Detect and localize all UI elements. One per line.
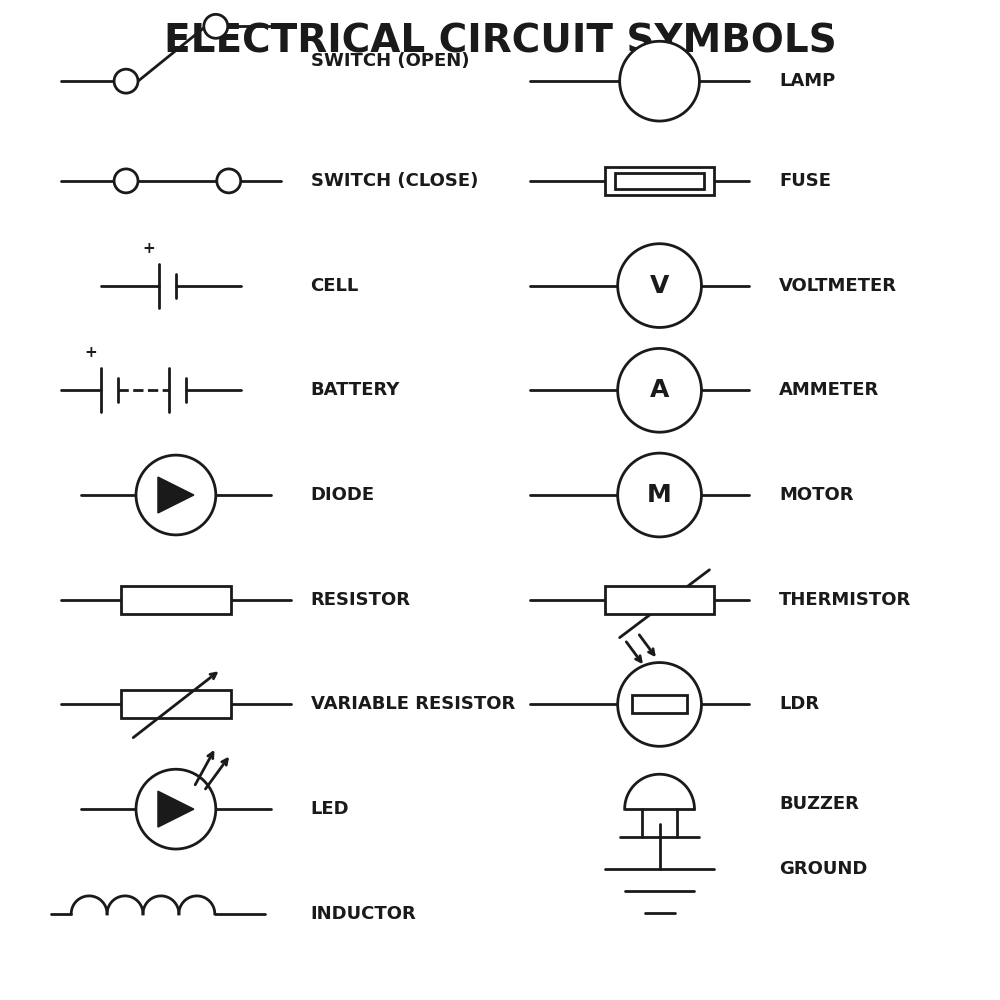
- Circle shape: [618, 453, 701, 537]
- Text: LDR: LDR: [779, 695, 819, 713]
- Text: SWITCH (OPEN): SWITCH (OPEN): [311, 52, 469, 70]
- Polygon shape: [158, 791, 194, 827]
- Text: GROUND: GROUND: [779, 860, 868, 878]
- Text: BUZZER: BUZZER: [779, 795, 859, 813]
- Circle shape: [618, 244, 701, 327]
- Text: CELL: CELL: [311, 277, 359, 295]
- Text: RESISTOR: RESISTOR: [311, 591, 411, 609]
- Bar: [121, 690, 231, 718]
- Text: ELECTRICAL CIRCUIT SYMBOLS: ELECTRICAL CIRCUIT SYMBOLS: [164, 22, 836, 60]
- Text: M: M: [647, 483, 672, 507]
- Bar: [121, 586, 231, 614]
- Bar: [605, 167, 714, 195]
- Circle shape: [136, 769, 216, 849]
- Bar: [615, 173, 704, 189]
- Text: AMMETER: AMMETER: [779, 381, 879, 399]
- Text: DIODE: DIODE: [311, 486, 375, 504]
- Text: FUSE: FUSE: [779, 172, 831, 190]
- Polygon shape: [158, 477, 194, 513]
- Circle shape: [618, 663, 701, 746]
- Text: THERMISTOR: THERMISTOR: [779, 591, 911, 609]
- Text: BATTERY: BATTERY: [311, 381, 400, 399]
- Text: INDUCTOR: INDUCTOR: [311, 905, 416, 923]
- Text: A: A: [650, 378, 669, 402]
- Circle shape: [114, 169, 138, 193]
- Circle shape: [618, 348, 701, 432]
- Text: VOLTMETER: VOLTMETER: [779, 277, 897, 295]
- Circle shape: [136, 455, 216, 535]
- Bar: [605, 586, 714, 614]
- Circle shape: [204, 14, 228, 38]
- Text: LED: LED: [311, 800, 349, 818]
- Text: MOTOR: MOTOR: [779, 486, 854, 504]
- Circle shape: [114, 69, 138, 93]
- Circle shape: [217, 169, 241, 193]
- Text: SWITCH (CLOSE): SWITCH (CLOSE): [311, 172, 478, 190]
- Text: +: +: [85, 345, 98, 360]
- Text: V: V: [650, 274, 669, 298]
- Circle shape: [620, 41, 699, 121]
- Text: VARIABLE RESISTOR: VARIABLE RESISTOR: [311, 695, 515, 713]
- Bar: [632, 695, 687, 713]
- Text: +: +: [143, 241, 155, 256]
- Text: LAMP: LAMP: [779, 72, 835, 90]
